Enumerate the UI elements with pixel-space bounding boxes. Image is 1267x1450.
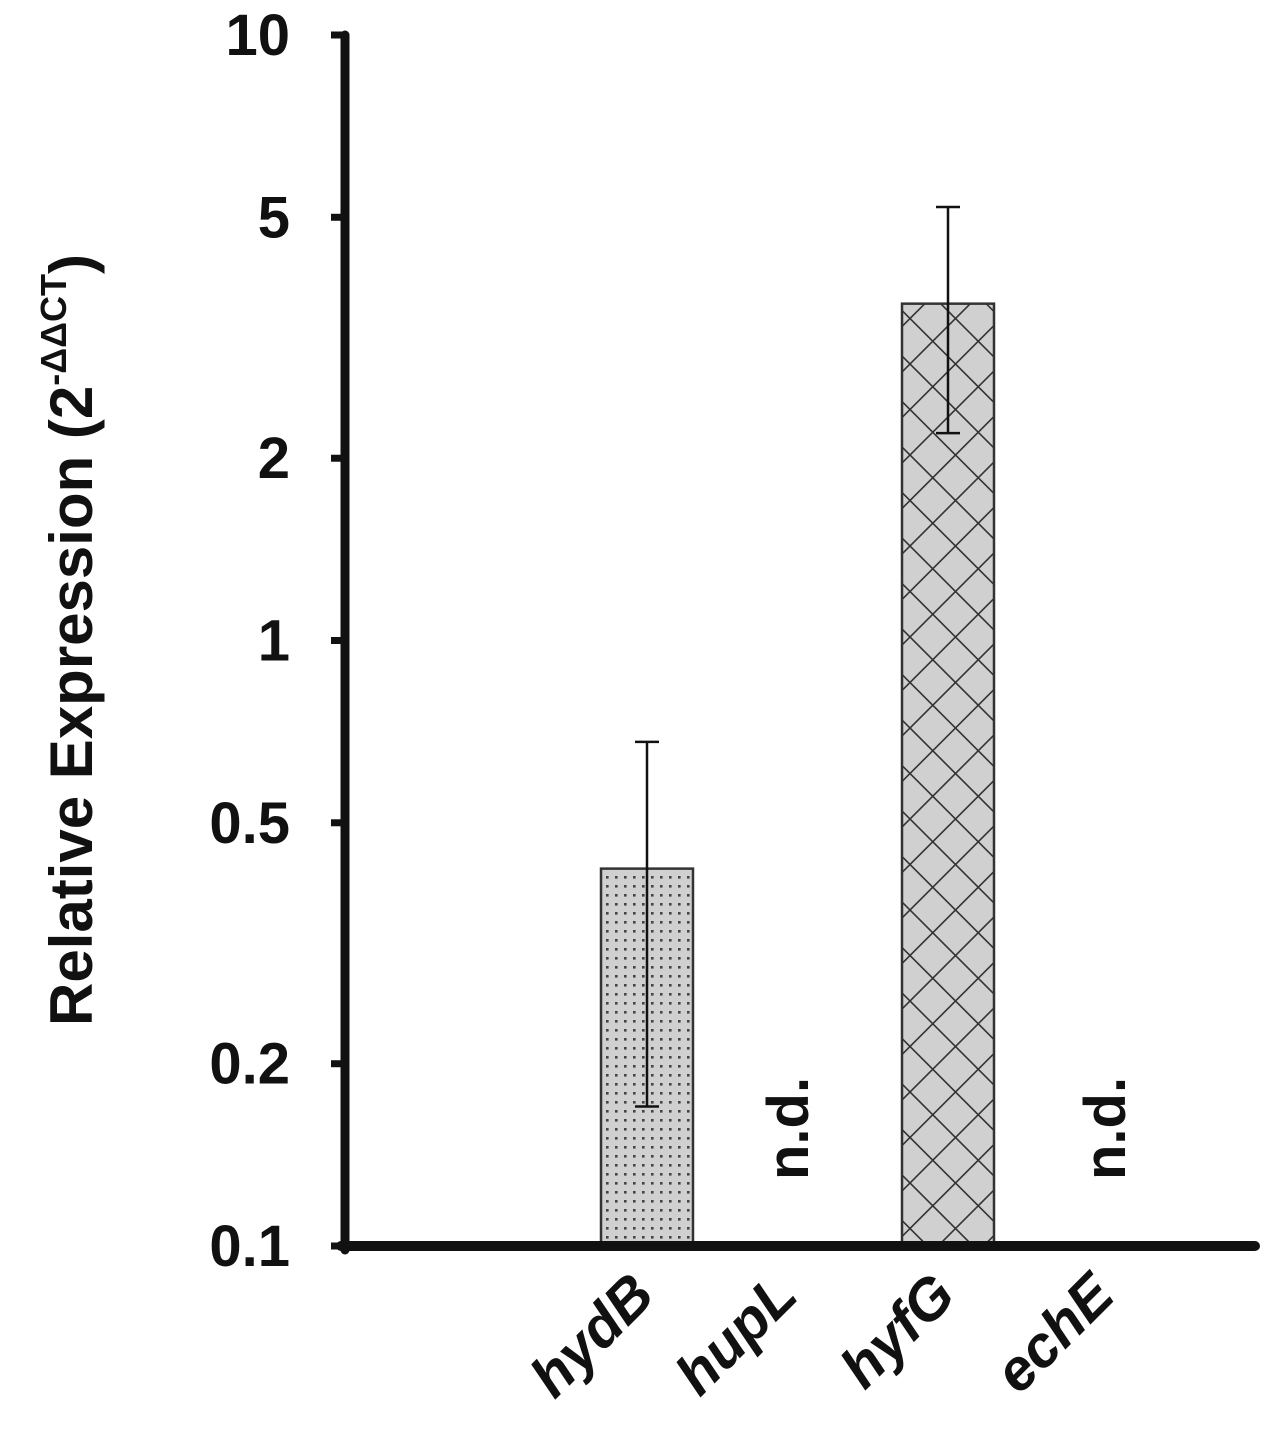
axes-layer	[331, 30, 1260, 1255]
annotation-echE: n.d.	[1073, 1077, 1138, 1180]
y-tick-label: 0.2	[209, 1032, 290, 1097]
annotation-hupL: n.d.	[756, 1077, 821, 1180]
x-tick-label-echE: echE	[982, 1260, 1128, 1406]
x-tick-label-hyfG: hyfG	[828, 1261, 967, 1400]
y-tick-label: 2	[258, 426, 290, 491]
y-axis-title: Relative Expression (2-ΔΔCT)	[33, 254, 105, 1026]
x-tick-label-hydB: hydB	[518, 1261, 666, 1409]
error-bar-hydB	[635, 740, 659, 1108]
x-tick-label-hupL: hupL	[663, 1261, 809, 1407]
error-bar-hyfG	[936, 205, 960, 435]
y-tick-label: 0.1	[209, 1214, 290, 1279]
bar-hyfG	[900, 302, 996, 1248]
y-tick-label: 1	[258, 609, 290, 674]
error-bars-layer	[635, 205, 960, 1108]
y-tick-label: 5	[258, 185, 290, 250]
y-tick-label: 0.5	[209, 791, 290, 856]
y-tick-label: 10	[225, 3, 290, 68]
